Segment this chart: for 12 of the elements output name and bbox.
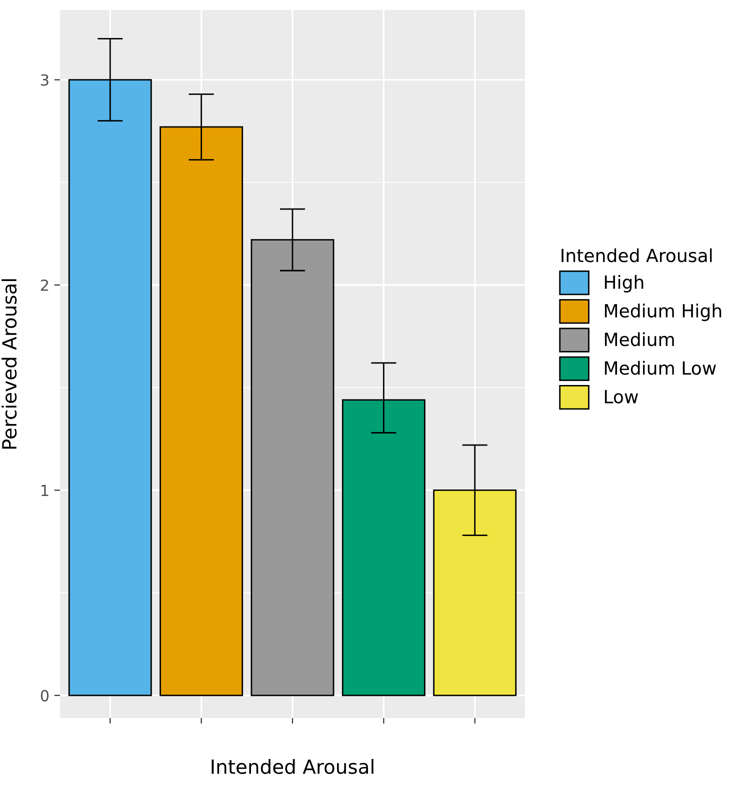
legend-title: Intended Arousal (562, 248, 712, 262)
legend-label: Medium Low (604, 360, 716, 375)
y-tick-label: 1 (42, 484, 48, 496)
y-tick-label: 3 (41, 74, 48, 86)
legend-label: Medium (604, 332, 674, 346)
legend-label: Medium High (604, 304, 722, 322)
y-tick-label: 2 (40, 279, 48, 291)
y-axis-title: Percieved Arousal (2, 279, 17, 449)
y-tick-label: 0 (40, 690, 49, 702)
x-axis-title: Intended Arousal (212, 758, 374, 774)
legend-label: Low (604, 390, 638, 404)
legend-label: High (604, 275, 644, 292)
